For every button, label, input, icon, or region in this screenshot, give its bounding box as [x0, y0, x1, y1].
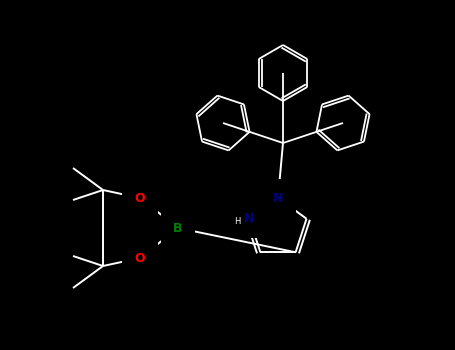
Text: B: B: [173, 222, 183, 235]
Text: N: N: [273, 191, 283, 204]
Text: N: N: [244, 212, 255, 225]
Text: O: O: [135, 191, 145, 204]
Text: O: O: [135, 252, 145, 265]
Text: H: H: [234, 217, 241, 226]
